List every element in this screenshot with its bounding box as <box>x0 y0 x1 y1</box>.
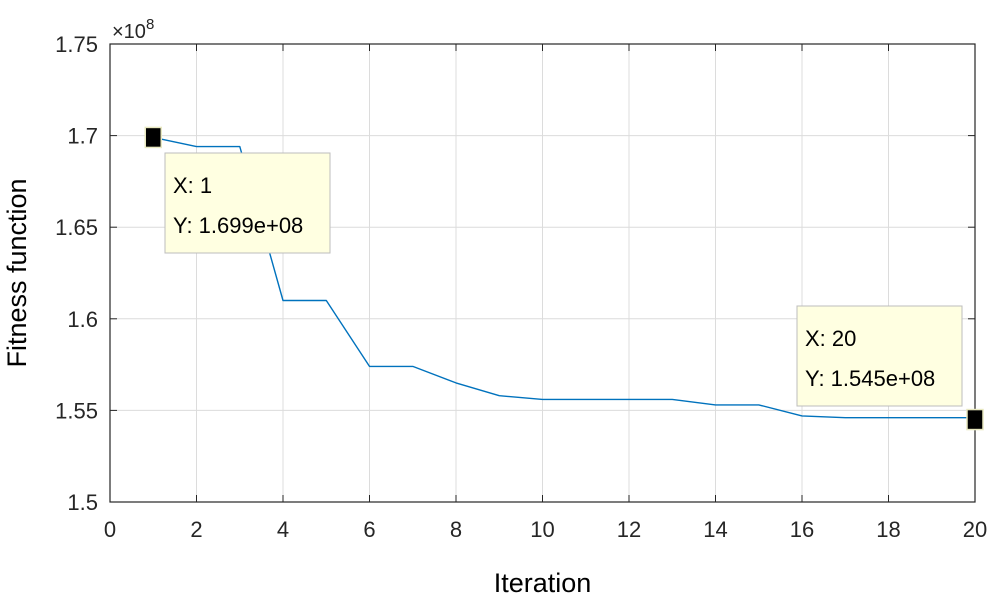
ticks <box>109 43 976 503</box>
y-exponent-base: ×10 <box>112 21 146 43</box>
x-tick-label: 18 <box>876 517 900 542</box>
datatip-box <box>164 152 331 254</box>
y-exponent-label: ×108 <box>112 16 154 43</box>
y-tick-label: 1.65 <box>55 215 98 240</box>
datatip-x-text: X: 1 <box>173 173 212 198</box>
datatip-marker[interactable] <box>144 126 162 149</box>
x-tick-label: 8 <box>450 517 462 542</box>
x-tick-label: 10 <box>530 517 554 542</box>
x-tick-label: 14 <box>703 517 727 542</box>
x-tick-label: 16 <box>790 517 814 542</box>
y-exponent-power: 8 <box>146 16 154 33</box>
y-tick-label: 1.55 <box>55 398 98 423</box>
datatip[interactable]: X: 20 Y: 1.545e+08 <box>796 305 984 431</box>
y-tick-label: 1.5 <box>67 490 98 515</box>
x-tick-label: 2 <box>190 517 202 542</box>
y-tick-label: 1.75 <box>55 32 98 57</box>
y-tick-labels: 1.5 1.55 1.6 1.65 1.7 1.75 <box>55 32 98 515</box>
grid <box>109 43 976 503</box>
x-axis-label: Iteration <box>494 568 592 598</box>
y-tick-label: 1.6 <box>67 307 98 332</box>
x-tick-label: 12 <box>617 517 641 542</box>
series-group <box>153 136 975 419</box>
series-line <box>153 136 975 419</box>
x-tick-label: 4 <box>277 517 289 542</box>
datatip-box <box>796 305 963 407</box>
datatip[interactable]: X: 1 Y: 1.699e+08 <box>144 126 331 254</box>
x-tick-label: 0 <box>104 517 116 542</box>
x-tick-label: 20 <box>963 517 987 542</box>
y-axis-label: Fitness function <box>2 178 32 367</box>
x-tick-labels: 0 2 4 6 8 10 12 14 16 18 20 <box>104 517 987 542</box>
datatip-y-text: Y: 1.699e+08 <box>173 213 303 238</box>
datatip-y-text: Y: 1.545e+08 <box>805 366 935 391</box>
datatips[interactable]: X: 1 Y: 1.699e+08 X: 20 Y: 1.545e+08 <box>144 126 984 431</box>
x-tick-label: 6 <box>363 517 375 542</box>
y-tick-label: 1.7 <box>67 124 98 149</box>
datatip-x-text: X: 20 <box>805 326 856 351</box>
datatip-marker[interactable] <box>966 408 984 431</box>
